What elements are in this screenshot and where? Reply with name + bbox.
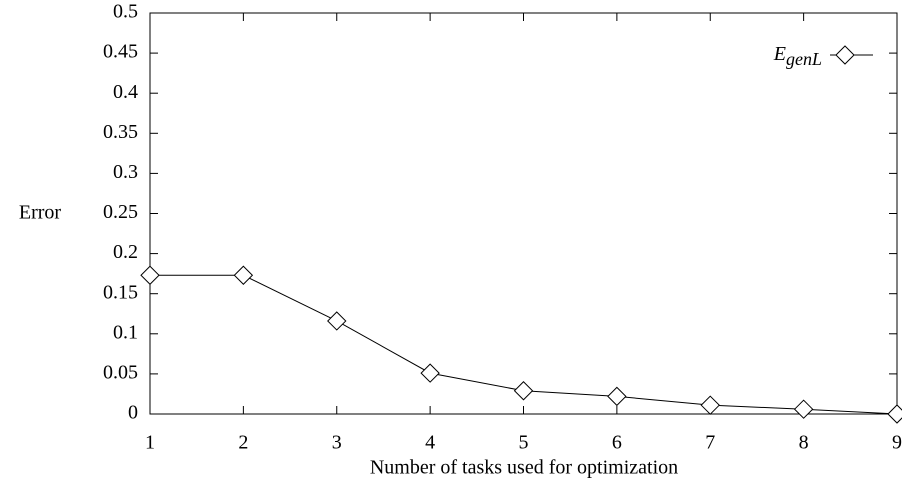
marker (513, 381, 534, 401)
x-tick-label: 4 (425, 432, 435, 454)
marker (700, 395, 720, 415)
legend-marker (835, 45, 855, 65)
y-tick-label: 0.5 (113, 1, 138, 23)
marker (793, 399, 814, 419)
x-tick-label: 2 (238, 432, 248, 454)
marker (327, 311, 347, 331)
y-tick-label: 0.45 (103, 41, 138, 63)
y-tick-label: 0.4 (113, 81, 138, 103)
y-tick-label: 0 (128, 402, 138, 424)
marker (233, 265, 254, 285)
legend-label: EgenL (773, 43, 822, 70)
y-axis-label: Error (19, 202, 62, 224)
legend-label-main: E (773, 43, 786, 65)
x-tick-label: 9 (892, 432, 902, 454)
y-tick-label: 0.25 (103, 201, 138, 223)
y-tick-label: 0.15 (103, 281, 138, 303)
marker (420, 363, 440, 383)
y-tick-label: 0.1 (113, 321, 138, 343)
y-tick-label: 0.2 (113, 241, 138, 263)
x-tick-label: 7 (705, 432, 715, 454)
x-tick-label: 8 (799, 432, 809, 454)
marker (607, 386, 627, 407)
marker (887, 404, 902, 424)
y-tick-label: 0.05 (103, 361, 138, 383)
marker (140, 265, 160, 285)
x-tick-label: 3 (332, 432, 342, 454)
y-tick-label: 0.35 (103, 121, 138, 143)
x-tick-label: 6 (612, 432, 622, 454)
y-tick-label: 0.3 (113, 161, 138, 183)
legend-label-sub: genL (786, 49, 822, 69)
plot-frame (149, 12, 898, 415)
x-tick-label: 5 (519, 432, 529, 454)
x-axis-label: Number of tasks used for optimization (370, 457, 678, 479)
x-tick-label: 1 (145, 432, 155, 454)
